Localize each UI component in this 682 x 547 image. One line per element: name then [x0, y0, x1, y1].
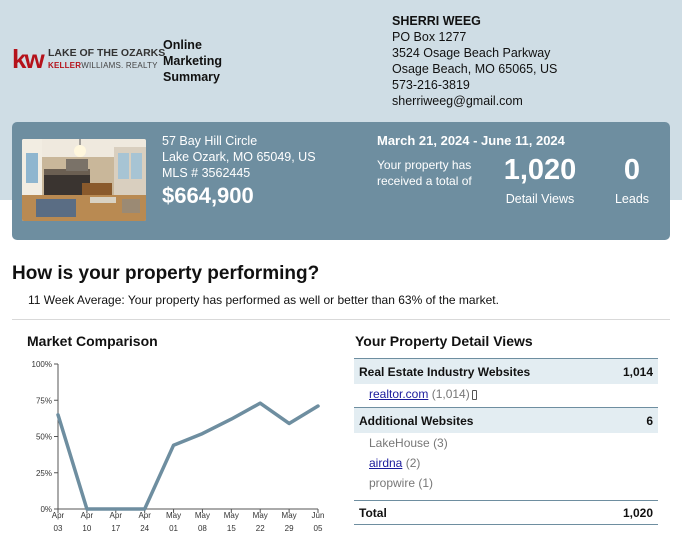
market-comparison-chart: 100%75%50%25%0%Apr03Apr10Apr17Apr24May01…	[32, 360, 325, 533]
performance-heading: How is your property performing?	[12, 263, 320, 284]
industry-websites-total: 1,014	[622, 364, 653, 379]
x-tick-month: May	[253, 511, 268, 520]
agent-phone: 573-216-3819	[392, 78, 470, 92]
site-row-lakehouse: LakeHouse (3)	[354, 433, 658, 453]
x-tick-day: 24	[140, 524, 149, 533]
x-tick-month: Apr	[52, 511, 65, 520]
industry-websites-label: Real Estate Industry Websites	[359, 364, 531, 379]
property-street: 57 Bay Hill Circle	[162, 134, 258, 148]
logo-line2: KELLERWILLIAMS. REALTY	[48, 61, 158, 70]
x-tick-day: 05	[314, 524, 323, 533]
logo-line1: LAKE OF THE OZARKS	[48, 47, 166, 59]
x-tick-month: Jun	[312, 511, 325, 520]
agent-name: SHERRI WEEG	[392, 14, 481, 28]
y-tick-label: 75%	[36, 396, 52, 405]
lakehouse-count: (3)	[433, 436, 448, 450]
agent-po-box: PO Box 1277	[392, 30, 467, 44]
property-price: $664,900	[162, 183, 254, 208]
site-row-propwire: propwire (1)	[354, 473, 658, 493]
airdna-link[interactable]: airdna	[369, 456, 403, 470]
x-tick-month: Apr	[110, 511, 123, 520]
performance-subtext: 11 Week Average: Your property has perfo…	[28, 293, 499, 307]
y-tick-label: 100%	[32, 360, 52, 369]
x-tick-month: Apr	[138, 511, 151, 520]
detail-views-count: 1,020	[503, 154, 577, 186]
additional-websites-row: Additional Websites 6	[354, 407, 658, 433]
property-address: 57 Bay Hill Circle Lake Ozark, MO 65049,…	[162, 133, 316, 181]
additional-websites-label: Additional Websites	[359, 413, 474, 428]
agent-city: Osage Beach, MO 65065, US	[392, 62, 558, 76]
additional-websites-total: 6	[646, 413, 653, 428]
site-row-airdna: airdna (2)	[354, 453, 658, 473]
total-row: Total 1,020	[354, 500, 658, 525]
propwire-name: propwire	[369, 476, 416, 490]
airdna-count: (2)	[405, 456, 421, 470]
leads-label: Leads	[614, 192, 650, 206]
kw-logo-mark: kw	[12, 44, 45, 74]
report-title: Online Marketing Summary	[163, 38, 223, 84]
y-tick-label: 0%	[40, 505, 52, 514]
total-label: Total	[359, 505, 387, 520]
market-comparison-title: Market Comparison	[27, 333, 158, 349]
x-tick-month: May	[224, 511, 239, 520]
total-value: 1,020	[622, 505, 653, 520]
x-tick-month: May	[166, 511, 181, 520]
x-tick-day: 22	[256, 524, 265, 533]
mobile-phone-icon	[471, 390, 477, 400]
detail-views-label: Detail Views	[505, 192, 575, 206]
property-photo	[22, 139, 146, 221]
x-tick-month: May	[282, 511, 297, 520]
received-text: Your property has received a total of	[377, 158, 472, 188]
x-tick-day: 17	[111, 524, 120, 533]
agent-contact: SHERRI WEEG PO Box 1277 3524 Osage Beach…	[392, 13, 557, 109]
x-tick-day: 03	[54, 524, 63, 533]
detail-views-table: Real Estate Industry Websites 1,014 real…	[354, 358, 658, 525]
agent-email: sherriweeg@gmail.com	[392, 94, 523, 108]
brokerage-logo: kw LAKE OF THE OZARKS KELLERWILLIAMS. RE…	[12, 44, 165, 76]
property-mls: MLS # 3562445	[162, 166, 251, 180]
lakehouse-name: LakeHouse	[369, 436, 430, 450]
x-tick-day: 29	[285, 524, 294, 533]
x-tick-day: 15	[227, 524, 236, 533]
x-tick-month: May	[195, 511, 210, 520]
x-tick-day: 01	[169, 524, 178, 533]
section-divider	[12, 319, 670, 320]
property-card: 57 Bay Hill Circle Lake Ozark, MO 65049,…	[12, 122, 670, 240]
industry-websites-row: Real Estate Industry Websites 1,014	[354, 358, 658, 384]
date-range: March 21, 2024 - June 11, 2024	[377, 133, 565, 148]
detail-views-title: Your Property Detail Views	[355, 333, 533, 349]
x-tick-month: Apr	[81, 511, 94, 520]
realtor-link[interactable]: realtor.com	[369, 387, 429, 401]
series-line	[56, 401, 320, 511]
site-row-realtor: realtor.com (1,014)	[354, 384, 658, 404]
y-tick-label: 50%	[36, 433, 52, 442]
property-city: Lake Ozark, MO 65049, US	[162, 150, 316, 164]
leads-count: 0	[623, 154, 641, 186]
y-tick-label: 25%	[36, 469, 52, 478]
realtor-count: (1,014)	[431, 387, 470, 401]
propwire-count: (1)	[418, 476, 434, 490]
agent-street: 3524 Osage Beach Parkway	[392, 46, 551, 60]
x-tick-day: 08	[198, 524, 207, 533]
x-tick-day: 10	[82, 524, 91, 533]
